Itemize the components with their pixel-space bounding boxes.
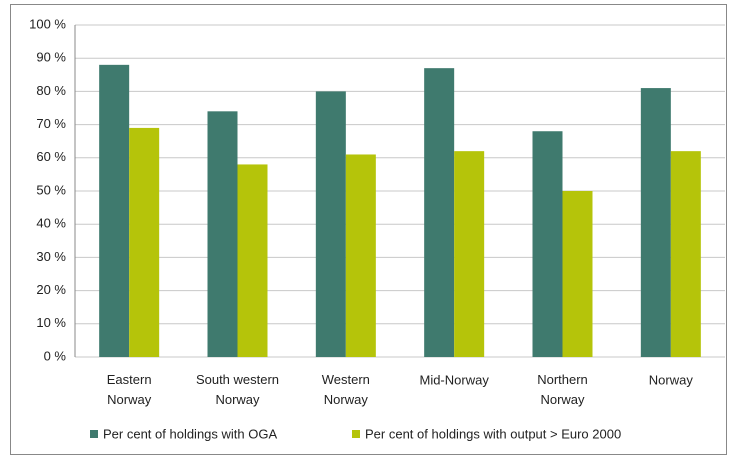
y-tick-label: 90 % <box>36 50 66 65</box>
y-tick-label: 0 % <box>44 348 67 363</box>
x-tick-label: Eastern Norway <box>107 372 152 407</box>
bar <box>129 127 160 357</box>
bar <box>207 111 238 357</box>
y-tick-label: 70 % <box>36 116 66 131</box>
y-tick-label: 20 % <box>36 282 66 297</box>
y-tick-label: 40 % <box>36 216 66 231</box>
legend-swatch <box>90 430 98 438</box>
bar <box>562 191 593 357</box>
bar <box>424 68 455 357</box>
x-tick-label: Norway <box>649 372 694 387</box>
bar <box>237 164 268 357</box>
y-tick-label: 10 % <box>36 315 66 330</box>
x-tick-label: South western Norway <box>196 372 279 407</box>
x-tick-label: Mid-Norway <box>419 372 489 387</box>
bar <box>454 151 485 357</box>
y-tick-label: 80 % <box>36 83 66 98</box>
legend-swatch <box>352 430 360 438</box>
y-tick-label: 60 % <box>36 149 66 164</box>
y-tick-label: 100 % <box>29 16 66 31</box>
legend-label: Per cent of holdings with output > Euro … <box>365 426 621 441</box>
x-tick-label: Northern Norway <box>537 372 588 407</box>
bar <box>345 154 376 357</box>
bar <box>640 88 671 357</box>
bar <box>99 64 130 357</box>
y-tick-label: 30 % <box>36 249 66 264</box>
legend-label: Per cent of holdings with OGA <box>103 426 277 441</box>
bar <box>670 151 701 357</box>
y-tick-label: 50 % <box>36 182 66 197</box>
bar <box>315 91 346 358</box>
bar <box>532 131 563 357</box>
x-tick-label: Western Norway <box>322 372 370 407</box>
